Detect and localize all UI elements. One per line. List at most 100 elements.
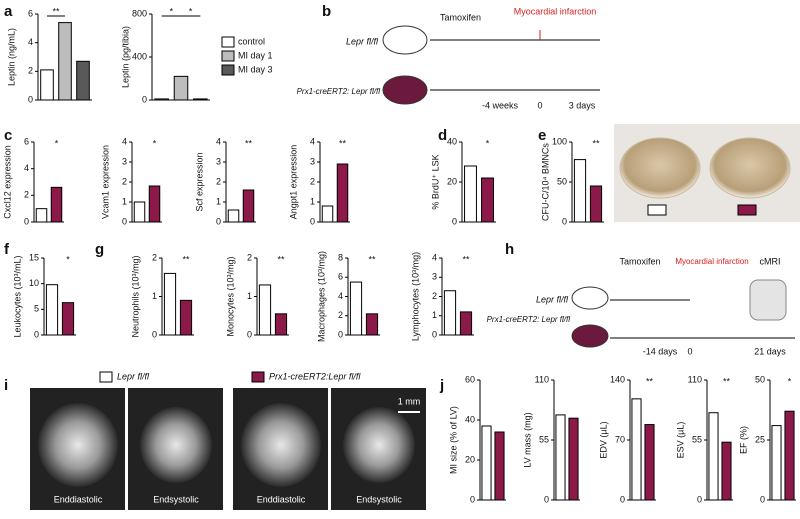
- y-tick-label: 140: [610, 374, 625, 384]
- y-tick-label: 8: [338, 252, 343, 262]
- bar: [179, 299, 193, 336]
- legend-label: MI day 3: [238, 64, 273, 74]
- y-tick-label: 40: [465, 414, 475, 424]
- panel-letter: i: [4, 377, 8, 394]
- y-tick-label: 3: [432, 272, 437, 282]
- panel-letter: g: [95, 241, 104, 258]
- bar: [459, 311, 473, 336]
- y-tick-label: 50: [755, 374, 765, 384]
- y-axis-label: Leptin (ng/mL): [6, 28, 16, 86]
- y-tick-label: 4: [216, 136, 221, 146]
- bar: [274, 313, 288, 336]
- y-axis-label: LV mass (mg): [522, 412, 532, 467]
- bar: [45, 284, 59, 336]
- significance: *: [170, 6, 174, 16]
- mri-icon: [749, 279, 787, 321]
- y-tick-label: 0: [122, 216, 127, 226]
- group-label: Prx1-creERT2: Lepr fl/fl: [297, 87, 381, 96]
- y-tick-label: 60: [465, 374, 475, 384]
- mouse-icon: [571, 324, 609, 348]
- legend-key: [221, 50, 235, 62]
- significance: **: [277, 254, 285, 264]
- legend-key: [221, 64, 235, 76]
- legend-label: Lepr fl/fl: [117, 371, 150, 381]
- bar: [721, 441, 732, 501]
- bar: [154, 98, 169, 101]
- y-axis-label: % BrdU⁺ LSK: [430, 154, 440, 209]
- y-tick-label: 110: [688, 374, 702, 384]
- y-tick-label: 0: [247, 329, 252, 339]
- mouse-icon: [382, 75, 428, 105]
- y-tick-label: 0: [470, 494, 475, 504]
- y-tick-label: 55: [692, 434, 702, 444]
- legend-label: Prx1-creERT2:Lepr fl/fl: [269, 371, 361, 381]
- heart: [140, 407, 212, 483]
- bar: [644, 424, 655, 501]
- y-tick-label: 2: [216, 176, 221, 186]
- scheme-h: Tamoxifen Myocardial infarction cMRI Lep…: [487, 256, 795, 356]
- y-tick-label: 4: [310, 136, 315, 146]
- group-label: Lepr fl/fl: [346, 36, 379, 46]
- bar: [573, 159, 587, 223]
- significance: **: [52, 6, 60, 16]
- y-tick-label: 1: [122, 196, 127, 206]
- time-label: 0: [687, 346, 692, 356]
- group-key: [737, 204, 757, 216]
- bar: [365, 313, 379, 336]
- y-tick-label: 2: [247, 252, 252, 262]
- bar: [555, 414, 566, 501]
- y-tick-label: 2: [432, 291, 437, 301]
- y-tick-label: 3: [216, 156, 221, 166]
- time-label: 21 days: [754, 346, 786, 356]
- y-tick-label: 0: [310, 216, 315, 226]
- y-tick-label: 20: [447, 176, 457, 186]
- significance: **: [723, 376, 731, 386]
- bar: [40, 69, 54, 101]
- significance: *: [486, 138, 490, 148]
- panel-letter: d: [438, 127, 447, 144]
- y-axis-label: EF (%): [738, 426, 748, 454]
- panel-letter: e: [538, 127, 546, 144]
- y-axis-label: ESV (µL): [675, 422, 685, 459]
- bar: [35, 208, 48, 223]
- y-tick-label: 0: [620, 494, 625, 504]
- y-tick-label: 55: [539, 434, 549, 444]
- significance: *: [189, 6, 193, 16]
- y-tick-label: 0: [432, 329, 437, 339]
- y-tick-label: 4: [28, 37, 33, 47]
- y-tick-label: 100: [552, 136, 567, 146]
- event-label: Myocardial infarction: [675, 257, 748, 266]
- y-axis-label: Macrophages (10³/mg): [316, 251, 326, 342]
- group-label: Prx1-creERT2: Lepr fl/fl: [487, 315, 571, 324]
- bar: [494, 431, 505, 501]
- y-axis-label: Leukocytes (10³/mL): [12, 255, 22, 337]
- readout-label: cMRI: [760, 256, 781, 266]
- y-tick-label: 2: [310, 176, 315, 186]
- dish: [709, 137, 791, 199]
- panel-letter: f: [4, 241, 10, 258]
- significance: *: [55, 138, 59, 148]
- time-label: 0: [537, 100, 542, 110]
- y-tick-label: 1: [310, 196, 315, 206]
- y-axis-label: Neutrophils (10³/mg): [130, 255, 140, 337]
- bar: [58, 22, 72, 101]
- y-tick-label: 20: [465, 454, 475, 464]
- y-tick-label: 0: [338, 329, 343, 339]
- time-label: -14 days: [643, 346, 678, 356]
- legend-label: MI day 1: [238, 50, 273, 60]
- bar: [631, 398, 642, 501]
- y-tick-label: 3: [310, 156, 315, 166]
- significance: **: [339, 138, 347, 148]
- y-tick-label: 0: [152, 329, 157, 339]
- y-tick-label: 70: [615, 434, 625, 444]
- y-tick-label: 40: [447, 136, 457, 146]
- y-tick-label: 2: [28, 66, 33, 76]
- event-label: Myocardial infarction: [514, 6, 597, 16]
- bar: [227, 209, 240, 223]
- y-tick-label: 0: [452, 216, 457, 226]
- phase-label: Enddiastolic: [54, 494, 103, 504]
- dish: [619, 137, 701, 199]
- y-tick-label: 4: [122, 136, 127, 146]
- y-axis-label: Vcam1 expression: [100, 145, 110, 219]
